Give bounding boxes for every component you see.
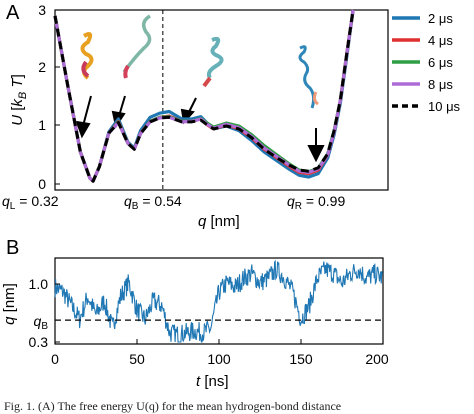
panel-b-xtick-50: 50 (129, 351, 145, 367)
panel-a-frame (54, 9, 389, 191)
panel-a-xlabel: q [nm] (198, 213, 240, 230)
legend-label-1: 2 μs (428, 11, 453, 26)
series-line-3 (53, 9, 355, 183)
panel-b-yticks: 1.0 qB 0.3 (29, 276, 60, 350)
ribbon-structure-4 (298, 45, 319, 109)
panel-a-yticks: 0 1 2 3 (38, 2, 60, 192)
panel-b-xtick-150: 150 (289, 351, 313, 367)
panel-b-ylabel: q [nm] (1, 283, 18, 325)
ribbon-structure-3 (202, 36, 224, 88)
panel-b-xtick-200: 200 (365, 351, 389, 367)
panel-a-ytick-1: 1 (38, 117, 46, 133)
panel-a-ytick-0: 0 (38, 176, 46, 192)
panel-b-xtick-100: 100 (207, 351, 231, 367)
annotation-q-r: qR = 0.99 (287, 193, 345, 212)
ribbon-structure-1 (80, 32, 94, 80)
panel-b-ytick-low: 0.3 (29, 334, 49, 350)
legend: 2 μs 4 μs 6 μs 8 μs 10 μs (392, 11, 461, 114)
panel-b-label: B (6, 237, 19, 259)
series-line-5 (53, 9, 355, 183)
panel-b-ytick-qb: qB (34, 313, 49, 332)
annotation-q-l: qL = 0.32 (2, 193, 59, 212)
panel-b-ytick-high: 1.0 (29, 276, 49, 292)
panel-a-q-annotations: qL = 0.32 qB = 0.54 qR = 0.99 (2, 193, 345, 212)
panel-b-xticks: 0 50 100 150 200 (51, 339, 389, 367)
legend-label-2: 4 μs (428, 33, 453, 48)
figure: A 0 1 2 3 U [kB T] qL = 0.32 qB = 0.54 q… (1, 2, 461, 390)
ribbon-structure-2 (122, 14, 152, 79)
panel-a-ytick-2: 2 (38, 59, 46, 75)
legend-label-4: 8 μs (428, 77, 453, 92)
panel-a-ylabel: U [kB T] (9, 74, 29, 126)
series-line-4 (53, 9, 355, 183)
panel-a-series (53, 9, 355, 183)
structure-ribbons (80, 14, 319, 109)
trajectory-line (54, 259, 383, 343)
series-line-1 (53, 9, 355, 183)
panel-a-ytick-3: 3 (38, 2, 46, 18)
panel-b-xtick-0: 0 (51, 351, 59, 367)
panel-a-label: A (6, 2, 20, 24)
panel-b-series (54, 259, 383, 343)
series-line-2 (53, 9, 355, 183)
figure-caption: Fig. 1. (A) The free energy U(q) for the… (4, 399, 342, 413)
legend-label-3: 6 μs (428, 55, 453, 70)
legend-label-5: 10 μs (428, 99, 461, 114)
annotation-q-b: qB = 0.54 (124, 193, 182, 212)
panel-b-xlabel: t [ns] (196, 373, 229, 390)
